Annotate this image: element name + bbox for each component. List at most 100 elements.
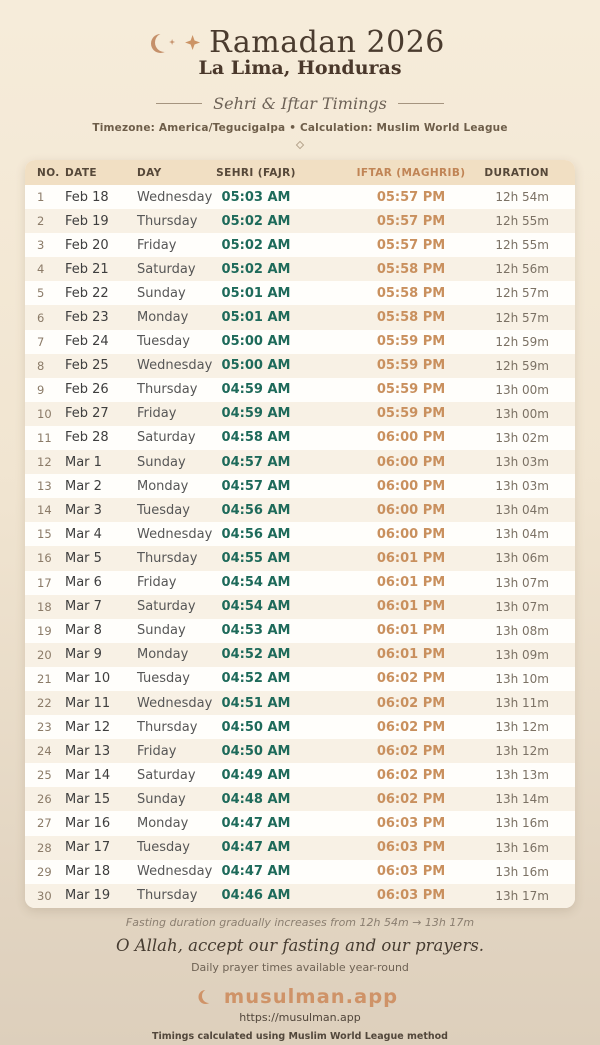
day-cell: Monday bbox=[137, 310, 189, 326]
sehri-time-cell: 04:50 AM bbox=[221, 719, 291, 735]
iftar-time-cell: 06:02 PM bbox=[376, 743, 446, 759]
brand-name[interactable]: musulman.app bbox=[223, 984, 399, 1008]
duration-cell: 13h 08m bbox=[495, 623, 549, 638]
date-cell: Mar 7 bbox=[65, 599, 102, 615]
row-number-cell: 14 bbox=[37, 503, 52, 518]
table-row: 4 Feb 21 Saturday 05:02 AM 05:58 PM 12h … bbox=[25, 257, 575, 282]
duration-cell: 12h 55m bbox=[495, 214, 549, 229]
date-cell: Mar 9 bbox=[65, 647, 102, 663]
row-number-cell: 22 bbox=[37, 696, 52, 711]
day-cell: Saturday bbox=[137, 261, 196, 277]
table-row: 22 Mar 11 Wednesday 04:51 AM 06:02 PM 13… bbox=[25, 690, 575, 716]
day-cell: Friday bbox=[137, 575, 177, 591]
table-row: 3 Feb 20 Friday 05:02 AM 05:57 PM 12h 55… bbox=[25, 233, 575, 258]
availability-note: Daily prayer times available year-round bbox=[191, 960, 409, 974]
date-cell: Feb 28 bbox=[65, 430, 109, 446]
day-cell: Wednesday bbox=[137, 864, 213, 880]
table-header-row: NO. DATE DAY SEHRI (FAJR) IFTAR (MAGHRIB… bbox=[25, 160, 575, 185]
sehri-time-cell: 05:00 AM bbox=[221, 334, 291, 350]
iftar-time-cell: 06:01 PM bbox=[376, 550, 446, 566]
sehri-time-cell: 04:47 AM bbox=[221, 864, 291, 880]
row-number-cell: 4 bbox=[37, 262, 45, 277]
sehri-time-cell: 04:52 AM bbox=[221, 647, 291, 663]
column-header-no: NO. bbox=[37, 166, 60, 179]
day-cell: Saturday bbox=[137, 767, 196, 783]
date-cell: Mar 4 bbox=[65, 526, 102, 542]
column-header-iftar: IFTAR (MAGHRIB) bbox=[356, 166, 466, 179]
iftar-time-cell: 05:59 PM bbox=[376, 382, 446, 398]
page-footer: Fasting duration gradually increases fro… bbox=[0, 916, 600, 1042]
timings-table-card: NO. DATE DAY SEHRI (FAJR) IFTAR (MAGHRIB… bbox=[25, 160, 575, 908]
iftar-time-cell: 05:57 PM bbox=[376, 189, 446, 205]
dua-text: O Allah, accept our fasting and our pray… bbox=[115, 935, 485, 955]
table-row: 11 Feb 28 Saturday 04:58 AM 06:00 PM 13h… bbox=[25, 425, 575, 451]
table-row: 16 Mar 5 Thursday 04:55 AM 06:01 PM 13h … bbox=[25, 546, 575, 571]
brand-url[interactable]: https://musulman.app bbox=[239, 1010, 361, 1024]
row-number-cell: 24 bbox=[37, 744, 52, 759]
iftar-time-cell: 05:58 PM bbox=[376, 261, 446, 277]
table-row: 27 Mar 16 Monday 04:47 AM 06:03 PM 13h 1… bbox=[25, 811, 575, 836]
day-cell: Monday bbox=[137, 478, 189, 494]
table-row: 12 Mar 1 Sunday 04:57 AM 06:00 PM 13h 03… bbox=[25, 450, 575, 475]
date-cell: Mar 16 bbox=[65, 815, 111, 831]
sehri-time-cell: 05:01 AM bbox=[221, 310, 291, 326]
row-number-cell: 20 bbox=[37, 647, 52, 662]
date-cell: Feb 24 bbox=[65, 334, 109, 350]
duration-cell: 13h 09m bbox=[495, 647, 549, 662]
duration-cell: 13h 12m bbox=[495, 744, 549, 759]
iftar-time-cell: 06:02 PM bbox=[376, 695, 446, 711]
table-row: 25 Mar 14 Saturday 04:49 AM 06:02 PM 13h… bbox=[25, 763, 575, 788]
column-header-duration: DURATION bbox=[484, 166, 549, 179]
table-row: 28 Mar 17 Tuesday 04:47 AM 06:03 PM 13h … bbox=[25, 835, 575, 860]
date-cell: Feb 18 bbox=[65, 189, 109, 205]
table-row: 23 Mar 12 Thursday 04:50 AM 06:02 PM 13h… bbox=[25, 715, 575, 740]
iftar-time-cell: 06:03 PM bbox=[376, 840, 446, 856]
table-row: 1 Feb 18 Wednesday 05:03 AM 05:57 PM 12h… bbox=[25, 185, 575, 210]
iftar-time-cell: 06:03 PM bbox=[376, 864, 446, 880]
date-cell: Mar 17 bbox=[65, 840, 111, 856]
duration-cell: 13h 07m bbox=[495, 599, 549, 614]
sehri-time-cell: 04:47 AM bbox=[221, 815, 291, 831]
sehri-time-cell: 04:53 AM bbox=[221, 623, 291, 639]
table-row: 9 Feb 26 Thursday 04:59 AM 05:59 PM 13h … bbox=[25, 377, 575, 402]
page-title: Ramadan 2026 bbox=[209, 25, 445, 60]
sehri-time-cell: 04:52 AM bbox=[221, 671, 291, 687]
day-cell: Thursday bbox=[137, 719, 198, 735]
crescent-moon-icon bbox=[202, 989, 216, 1003]
day-cell: Tuesday bbox=[137, 334, 190, 350]
date-cell: Feb 26 bbox=[65, 382, 109, 398]
iftar-time-cell: 06:00 PM bbox=[376, 502, 446, 518]
brand-row: musulman.app bbox=[0, 985, 600, 1008]
iftar-time-cell: 06:00 PM bbox=[376, 526, 446, 542]
divider-line-right bbox=[397, 103, 444, 104]
date-cell: Feb 25 bbox=[65, 358, 109, 374]
iftar-time-cell: 05:59 PM bbox=[376, 358, 446, 374]
table-row: 26 Mar 15 Sunday 04:48 AM 06:02 PM 13h 1… bbox=[25, 787, 575, 812]
day-cell: Sunday bbox=[137, 791, 186, 807]
iftar-time-cell: 05:58 PM bbox=[376, 310, 446, 326]
row-number-cell: 15 bbox=[37, 527, 52, 542]
sehri-time-cell: 04:49 AM bbox=[221, 767, 291, 783]
sehri-time-cell: 05:03 AM bbox=[221, 189, 291, 205]
date-cell: Feb 23 bbox=[65, 310, 109, 326]
title-row: Ramadan 2026 bbox=[0, 25, 600, 60]
date-cell: Feb 19 bbox=[65, 213, 109, 229]
iftar-time-cell: 05:59 PM bbox=[376, 406, 446, 422]
table-row: 2 Feb 19 Thursday 05:02 AM 05:57 PM 12h … bbox=[25, 209, 575, 234]
day-cell: Wednesday bbox=[137, 526, 213, 542]
day-cell: Tuesday bbox=[137, 840, 190, 856]
sehri-time-cell: 04:59 AM bbox=[221, 382, 291, 398]
duration-cell: 13h 02m bbox=[495, 430, 549, 445]
row-number-cell: 27 bbox=[37, 816, 52, 831]
column-header-day: DAY bbox=[137, 166, 162, 179]
table-row: 29 Mar 18 Wednesday 04:47 AM 06:03 PM 13… bbox=[25, 859, 575, 884]
duration-cell: 12h 54m bbox=[495, 190, 549, 205]
duration-cell: 12h 59m bbox=[495, 358, 549, 373]
row-number-cell: 21 bbox=[37, 671, 52, 686]
duration-cell: 13h 16m bbox=[495, 840, 549, 855]
iftar-time-cell: 06:02 PM bbox=[376, 719, 446, 735]
duration-cell: 12h 57m bbox=[495, 286, 549, 301]
row-number-cell: 2 bbox=[37, 214, 45, 229]
location-subtitle: La Lima, Honduras bbox=[198, 57, 402, 79]
table-row: 19 Mar 8 Sunday 04:53 AM 06:01 PM 13h 08… bbox=[25, 618, 575, 643]
